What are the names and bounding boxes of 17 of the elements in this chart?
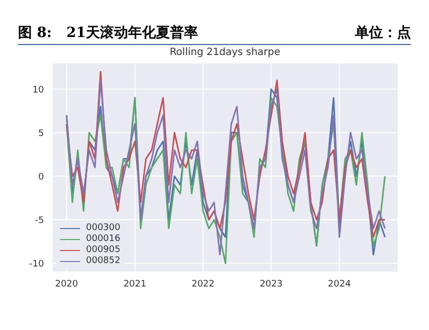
x-tick-label: 2022 — [192, 279, 215, 290]
legend-label: 000300 — [86, 223, 120, 234]
y-tick-label: 0 — [38, 172, 44, 182]
legend-label: 000016 — [86, 234, 120, 245]
chart-title: 图 8: 21天滚动年化夏普率 — [18, 24, 198, 42]
x-tick-label: 2020 — [55, 279, 78, 290]
y-tick-label: -5 — [35, 216, 44, 226]
chart-subtitle: Rolling 21days sharpe — [168, 47, 282, 58]
x-tick-label: 2023 — [260, 279, 283, 290]
legend-label: 000852 — [86, 256, 120, 267]
y-tick-label: 5 — [38, 128, 44, 139]
legend-label: 000905 — [86, 245, 120, 256]
y-tick-label: 10 — [32, 85, 44, 96]
text: 单位：点 — [355, 24, 411, 42]
x-tick-label: 2024 — [328, 279, 352, 290]
y-tick-label: -10 — [29, 259, 44, 270]
x-tick-label: 2021 — [123, 279, 146, 290]
